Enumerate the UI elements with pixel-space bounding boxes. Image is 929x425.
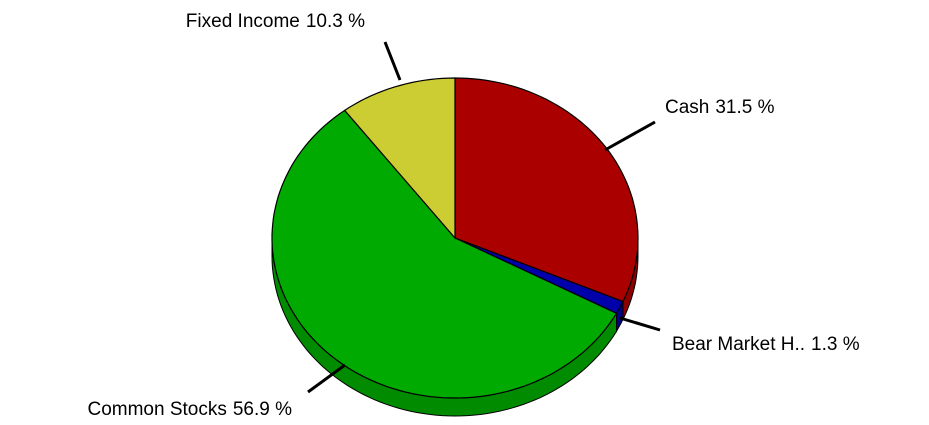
value-label: 1.3 % <box>811 334 860 355</box>
leader-line <box>619 316 661 332</box>
slice <box>454 77 639 303</box>
category-label: Common Stocks <box>87 399 226 420</box>
value-label: 56.9 % <box>233 399 292 420</box>
value-label: 31.5 % <box>715 97 774 118</box>
slice-label: Bear Market H.. 1.3 % <box>672 334 860 355</box>
slice-side-shade <box>616 301 623 332</box>
slice-label: Common Stocks 56.9 % <box>87 399 292 420</box>
slice <box>343 77 456 240</box>
leader-line <box>307 363 346 394</box>
value-label: 10.3 % <box>306 11 365 32</box>
leader-line <box>383 41 402 81</box>
slice <box>271 109 618 399</box>
slice-label: Fixed Income 10.3 % <box>186 11 365 32</box>
category-label: Cash <box>665 97 709 118</box>
category-label: Fixed Income <box>186 11 300 32</box>
category-label: Bear Market H.. <box>672 334 805 355</box>
slice-side-shade <box>622 238 638 320</box>
slice-label: Cash 31.5 % <box>665 97 775 118</box>
leader-line <box>604 120 656 152</box>
